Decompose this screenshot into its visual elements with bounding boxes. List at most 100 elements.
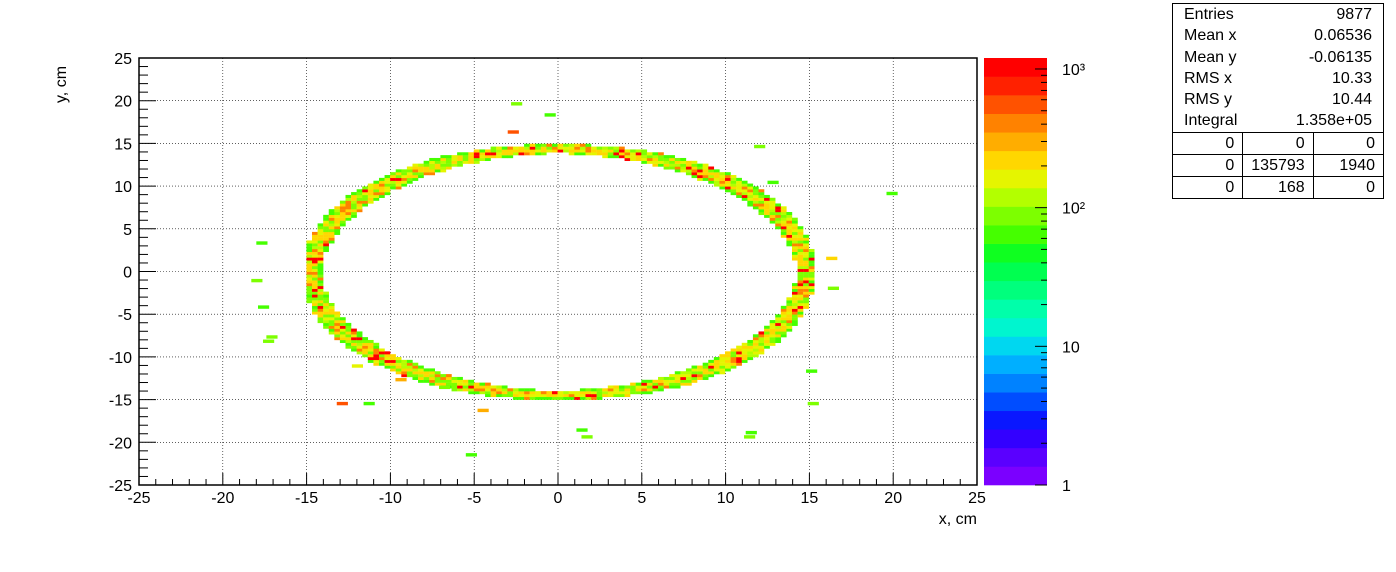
histogram-bin	[423, 169, 430, 173]
histogram-bin	[401, 175, 408, 179]
histogram-bin	[797, 308, 804, 312]
histogram-bin	[412, 376, 419, 380]
histogram-bin	[786, 317, 793, 321]
histogram-bin	[373, 348, 380, 352]
histogram-bin	[317, 314, 324, 318]
histogram-bin	[618, 391, 625, 395]
histogram-bin	[501, 152, 508, 156]
x-tick-label: -10	[379, 490, 402, 507]
histogram-bin	[306, 240, 313, 244]
histogram-bin	[769, 322, 776, 326]
histogram-bin	[725, 351, 731, 355]
histogram-bin	[490, 391, 497, 395]
histogram-bin	[719, 177, 726, 181]
y-tick-label: -10	[109, 350, 132, 367]
histogram-bin	[797, 311, 804, 315]
histogram-bin	[312, 266, 318, 270]
histogram-bin	[317, 317, 324, 321]
histogram-bin	[658, 152, 664, 156]
histogram-bin	[579, 396, 586, 400]
x-tick-label: -5	[467, 490, 481, 507]
histogram-bin	[345, 322, 352, 326]
histogram-bin	[473, 391, 480, 395]
color-scale-ticks	[1035, 68, 1047, 486]
histogram-bin	[345, 214, 352, 218]
histogram-bin	[730, 177, 737, 181]
histogram-bin	[367, 197, 374, 201]
histogram-bin	[769, 217, 776, 221]
histogram-bin	[373, 362, 380, 366]
histogram-bin	[752, 342, 759, 346]
histogram-bin	[579, 143, 586, 147]
histogram-bin	[328, 231, 335, 235]
histogram-bin	[663, 379, 670, 383]
statistics-row: Entries 9877	[1173, 4, 1383, 25]
histogram-bin	[312, 234, 318, 238]
histogram-bin	[658, 376, 664, 380]
histogram-bin	[485, 391, 491, 395]
histogram-bin	[485, 382, 491, 386]
histogram-bin	[635, 149, 642, 153]
histogram-bin	[317, 237, 324, 241]
histogram-bin	[747, 357, 754, 361]
histogram-bin	[485, 385, 491, 389]
histogram-bin	[323, 240, 329, 244]
histogram-bin	[780, 320, 787, 324]
histogram-bin	[618, 388, 625, 392]
statistics-row: Mean x 0.06536	[1173, 25, 1383, 46]
histogram-bin	[741, 351, 748, 355]
histogram-bin	[646, 155, 653, 159]
histogram-bin	[613, 388, 620, 392]
histogram-bin	[680, 166, 687, 170]
histogram-bin	[641, 382, 648, 386]
histogram-bin	[339, 223, 346, 227]
histogram-bin	[708, 180, 715, 184]
histogram-bin	[730, 348, 737, 352]
histogram-bin	[764, 203, 770, 207]
histogram-bin	[401, 180, 408, 184]
histogram-bin-outlier	[266, 335, 278, 339]
histogram-bin	[451, 376, 458, 380]
histogram-bin	[551, 396, 558, 400]
histogram-bin	[730, 362, 737, 366]
histogram-bin	[803, 240, 809, 244]
histogram-bin	[797, 283, 804, 287]
histogram-bin	[345, 325, 352, 329]
histogram-bin	[786, 229, 793, 233]
histogram-bin	[496, 149, 502, 153]
histogram-bin	[317, 251, 324, 255]
histogram-bin	[334, 325, 341, 329]
histogram-bin	[641, 152, 648, 156]
histogram-bin	[423, 371, 430, 375]
histogram-bin	[362, 200, 369, 204]
histogram-bin	[378, 194, 385, 198]
histogram-bin	[697, 169, 703, 173]
histogram-bin	[641, 385, 648, 389]
histogram-bin	[752, 339, 759, 344]
histogram-bin	[395, 183, 402, 187]
histogram-bin	[362, 197, 369, 201]
histogram-bin	[378, 357, 385, 361]
histogram-bin	[708, 374, 715, 378]
histogram-bin-outlier	[395, 377, 407, 382]
histogram-bin	[395, 365, 402, 369]
histogram-bin	[747, 183, 754, 187]
histogram-bin	[752, 351, 759, 355]
histogram-bin	[775, 226, 782, 230]
histogram-bin	[797, 237, 804, 241]
histogram-bin	[803, 257, 809, 261]
histogram-bin	[345, 211, 352, 216]
histogram-bin	[797, 268, 804, 272]
histogram-bin	[434, 371, 441, 375]
histogram-bin	[356, 189, 363, 193]
histogram-bin	[775, 317, 782, 321]
histogram-bin	[680, 160, 687, 164]
histogram-bin	[378, 189, 385, 193]
histogram-bin	[323, 223, 329, 227]
histogram-bin	[406, 368, 413, 372]
histogram-bin	[339, 211, 346, 216]
histogram-bin	[803, 263, 809, 267]
histogram-bin	[468, 379, 475, 383]
histogram-bin	[803, 294, 809, 298]
